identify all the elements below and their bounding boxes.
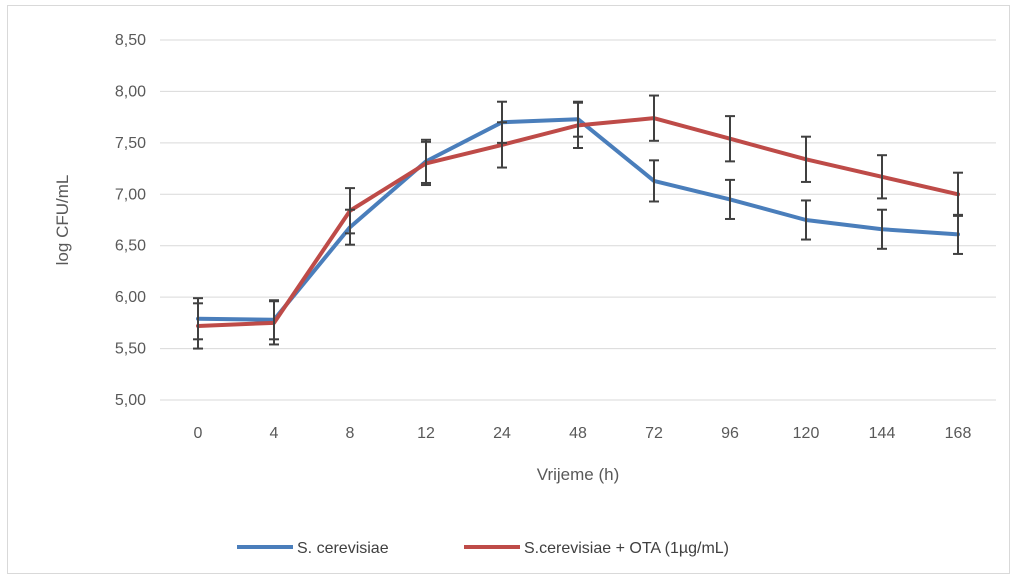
x-tick-label: 72 <box>645 425 663 442</box>
gridlines <box>160 39 996 401</box>
error-bar <box>497 121 507 169</box>
y-axis-tick-labels: 5,00 5,50 6,00 6,50 7,00 7,50 8,00 8,50 <box>115 32 146 409</box>
x-axis-title: Vrijeme (h) <box>537 465 620 484</box>
x-tick-label: 24 <box>493 425 511 442</box>
error-bars <box>193 94 963 350</box>
y-axis-title: log CFU/mL <box>53 175 72 266</box>
y-tick-label: 6,00 <box>115 289 146 306</box>
x-tick-label: 0 <box>194 425 203 442</box>
error-bar <box>725 178 735 220</box>
line-chart: 5,005,506,006,507,007,508,008,50 0 4 8 12 24… <box>53 32 996 557</box>
error-bar <box>573 101 583 149</box>
y-tick-label: 5,50 <box>115 341 146 358</box>
error-bar <box>877 154 887 200</box>
y-tick-label: 5,00 <box>115 392 146 409</box>
y-tick-label: 6,50 <box>115 238 146 255</box>
x-tick-label: 168 <box>945 425 972 442</box>
error-bar <box>269 300 279 346</box>
x-tick-label: 12 <box>417 425 435 442</box>
error-bar <box>725 115 735 163</box>
error-bar <box>801 199 811 241</box>
x-tick-label: 4 <box>270 425 279 442</box>
legend-item-2: S.cerevisiae + OTA (1µg/mL) <box>464 540 729 557</box>
y-tick-label: 7,50 <box>115 135 146 152</box>
error-bar <box>193 302 203 350</box>
legend-item-1: S. cerevisiae <box>237 540 389 557</box>
y-tick-label: 7,00 <box>115 186 146 203</box>
legend-label: S.cerevisiae + OTA (1µg/mL) <box>524 540 729 557</box>
x-tick-label: 48 <box>569 425 587 442</box>
series-line-2 <box>196 116 960 328</box>
error-bar <box>953 171 963 217</box>
legend: S. cerevisiae S.cerevisiae + OTA (1µg/mL) <box>237 540 729 557</box>
error-bar <box>421 140 431 187</box>
x-axis-tick-labels: 0 4 8 12 24 48 72 96 120 144 168 <box>194 425 972 442</box>
legend-label: S. cerevisiae <box>297 540 389 557</box>
x-tick-label: 120 <box>793 425 820 442</box>
error-bar <box>877 208 887 250</box>
series-lines <box>196 116 960 328</box>
y-tick-label: 8,50 <box>115 32 146 49</box>
x-tick-label: 144 <box>869 425 896 442</box>
error-bar <box>649 94 659 142</box>
error-bar <box>801 135 811 183</box>
series-line-1 <box>196 117 960 322</box>
y-tick-label: 8,00 <box>115 83 146 100</box>
error-bar <box>649 159 659 203</box>
x-tick-label: 8 <box>346 425 355 442</box>
x-tick-label: 96 <box>721 425 739 442</box>
error-bar <box>345 187 355 235</box>
chart-area: 5,00 5,50 6,00 6,50 7,00 7,50 8,00 8,50 0 4 8 12 24… <box>7 5 1010 574</box>
